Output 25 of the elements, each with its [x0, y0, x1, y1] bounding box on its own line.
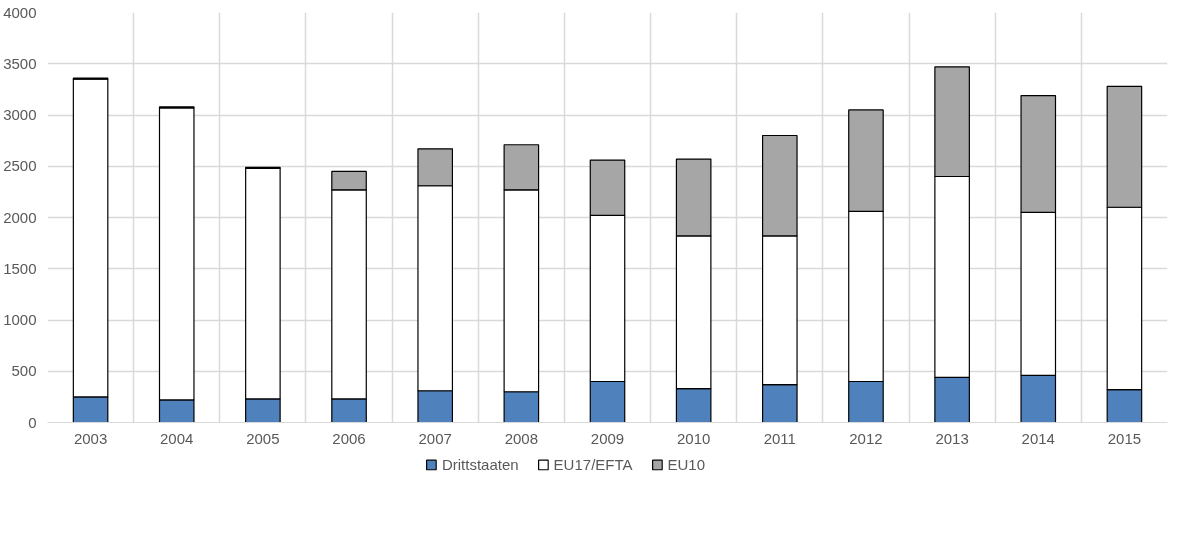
legend-label: EU17/EFTA [553, 455, 633, 473]
x-tick-label: 2003 [73, 429, 108, 447]
y-tick-label: 4000 [3, 3, 37, 21]
y-tick-label: 1500 [3, 259, 37, 277]
x-tick-label: 2010 [676, 429, 711, 447]
y-tick-label: 0 [28, 413, 37, 431]
y-tick-label: 2500 [3, 157, 37, 175]
x-tick-label: 2012 [849, 429, 883, 447]
x-tick-label: 2004 [160, 429, 194, 447]
x-tick-label: 2006 [332, 429, 366, 447]
y-tick-label: 3500 [3, 54, 37, 72]
x-tick-label: 2011 [763, 429, 796, 447]
x-tick-label: 2014 [1021, 429, 1055, 447]
y-tick-label: 1000 [3, 311, 37, 328]
legend-label: Drittstaaten [441, 455, 519, 473]
x-tick-label: 2009 [590, 429, 625, 447]
x-tick-label: 2013 [935, 429, 969, 447]
x-tick-label: 2015 [1107, 429, 1142, 447]
x-tick-label: 2008 [504, 429, 539, 447]
y-tick-label: 500 [11, 362, 37, 380]
y-tick-label: 3000 [3, 106, 37, 123]
x-tick-label: 2007 [418, 429, 452, 447]
x-tick-label: 2005 [246, 429, 280, 447]
legend-label: EU10 [667, 455, 706, 473]
y-tick-label: 2000 [3, 208, 37, 226]
